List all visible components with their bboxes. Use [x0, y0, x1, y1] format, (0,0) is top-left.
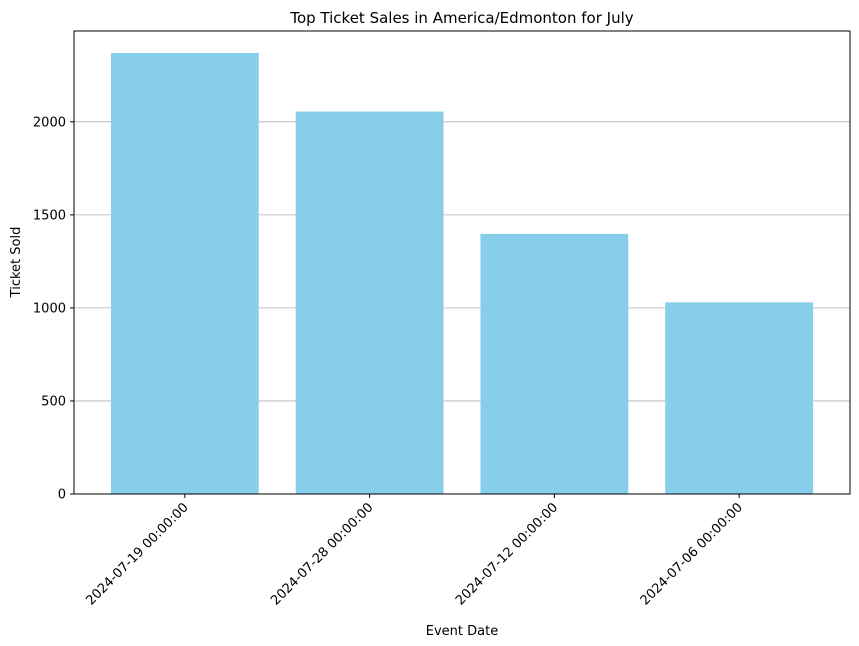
- x-axis-label: Event Date: [426, 624, 498, 639]
- bar-0: [110, 52, 259, 494]
- x-tick-label-2: 2024-07-12 00:00:00: [453, 500, 561, 608]
- y-tick-label-2: 1000: [33, 301, 66, 316]
- bar-1: [295, 111, 444, 495]
- y-axis: 0 500 1000 1500 2000: [33, 115, 74, 503]
- x-tick-label-1: 2024-07-28 00:00:00: [268, 500, 376, 608]
- y-axis-label: Ticket Sold: [9, 227, 24, 299]
- y-tick-label-3: 1500: [33, 208, 66, 223]
- x-tick-label-0: 2024-07-19 00:00:00: [83, 500, 191, 608]
- bar-2: [480, 233, 629, 494]
- plot-frame: [73, 30, 851, 495]
- chart-title: Top Ticket Sales in America/Edmonton for…: [289, 9, 633, 27]
- y-tick-label-4: 2000: [33, 115, 66, 130]
- y-tick-label-0: 0: [58, 488, 66, 503]
- x-tick-label-3: 2024-07-06 00:00:00: [638, 500, 746, 608]
- x-axis: 2024-07-19 00:00:00 2024-07-28 00:00:00 20…: [83, 494, 746, 608]
- y-tick-label-1: 500: [41, 394, 66, 409]
- bar-3: [665, 302, 814, 494]
- bars: [110, 52, 814, 495]
